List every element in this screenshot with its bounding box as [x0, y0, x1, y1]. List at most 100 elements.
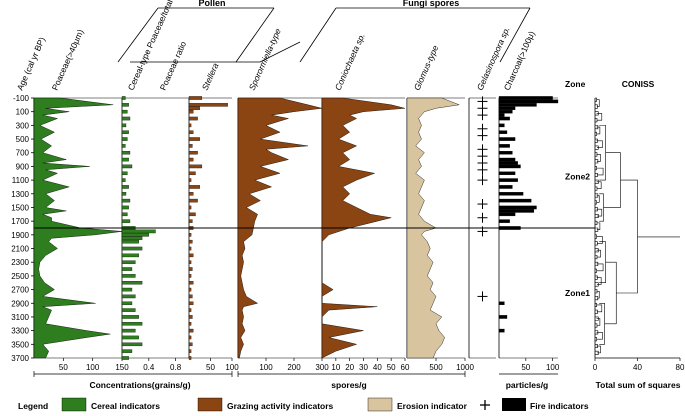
bar-mark [498, 113, 505, 117]
bar-mark [121, 328, 136, 333]
bar-mark [188, 130, 194, 134]
bar-mark [188, 315, 193, 319]
conc-unit-label: Concentrations(grains/g) [89, 380, 190, 390]
bar-mark [121, 212, 128, 217]
series-header: Glomus-type [412, 43, 441, 91]
bar-mark [121, 109, 128, 114]
bar-mark [121, 103, 129, 107]
coniss-tick-label: 80 [676, 363, 685, 372]
bar-mark [188, 205, 192, 210]
coniss-branch-link [596, 140, 603, 148]
bar-mark [498, 219, 510, 223]
age-tick-label: 100 [16, 108, 30, 117]
coniss-zone1-link [604, 261, 617, 325]
bar-mark [121, 229, 156, 234]
bar-mark [121, 260, 136, 264]
bar-mark [188, 192, 194, 196]
legend-swatch [197, 397, 223, 412]
bar-mark [188, 294, 193, 299]
bar-mark [121, 315, 139, 319]
age-tick-label: 1700 [11, 217, 29, 226]
bar-mark [121, 280, 143, 285]
bar-mark [121, 236, 143, 241]
bar-mark [498, 130, 508, 134]
bar-mark [498, 185, 513, 189]
bar-mark [121, 253, 139, 258]
bar-mark [121, 116, 131, 121]
age-tick-label: 1100 [12, 176, 30, 185]
bar-mark [121, 198, 131, 203]
coniss-leaf-link [595, 337, 597, 342]
x-tick-label: 100 [225, 363, 239, 372]
bar-mark [121, 144, 126, 148]
bar-mark [121, 294, 136, 299]
x-tick-label: 50 [59, 363, 68, 372]
x-tick-label: 100 [86, 363, 100, 372]
bar-mark [188, 212, 196, 217]
bar-mark [121, 233, 149, 237]
coniss-branch-link [596, 345, 601, 354]
bar-mark [498, 161, 518, 165]
bar-mark [188, 157, 194, 162]
bar-mark [188, 260, 192, 264]
bar-mark [188, 171, 196, 176]
x-tick-label: 30 [359, 363, 368, 372]
age-tick-label: -100 [13, 94, 30, 103]
age-tick-label: 700 [16, 149, 30, 158]
coniss-leaf-link [595, 131, 597, 136]
x-tick-label: 60 [401, 363, 410, 372]
spores-unit-label: spores/g [331, 380, 366, 390]
bar-mark [498, 209, 535, 213]
age-tick-label: 900 [16, 162, 30, 171]
bar-mark [188, 322, 192, 326]
coniss-branch-link [596, 167, 604, 176]
bar-mark [121, 301, 133, 306]
bar-mark [188, 335, 192, 340]
coniss-branch-link [596, 222, 601, 231]
legend-swatch [367, 397, 393, 412]
pollen-bracket [130, 41, 301, 63]
bar-mark [188, 198, 198, 203]
bar-mark [121, 178, 126, 182]
bar-mark [121, 219, 131, 223]
coniss-xlabel: Total sum of squares [596, 380, 681, 390]
bar-mark [121, 123, 127, 128]
series-header: Coniochaeta sp. [333, 32, 367, 92]
bar-mark [498, 106, 516, 111]
bar-mark [121, 287, 133, 292]
bar-mark [121, 349, 133, 353]
area-series [321, 97, 406, 359]
coniss-branch-link [596, 113, 603, 121]
age-tick-label: 300 [16, 121, 30, 130]
coniss-branch-link [596, 99, 600, 107]
age-tick-label: 2700 [11, 286, 29, 295]
bar-mark [121, 246, 143, 251]
bar-mark [188, 185, 200, 189]
bar-mark [188, 356, 192, 360]
bar-mark [188, 106, 200, 111]
coniss-title: CONISS [622, 79, 655, 89]
bar-mark [498, 205, 537, 210]
coniss-branch-link [596, 263, 604, 272]
x-tick-label: 100 [546, 363, 560, 372]
bar-mark [188, 349, 192, 353]
bar-mark [188, 164, 203, 169]
bar-mark [188, 96, 203, 100]
bar-mark [498, 164, 521, 169]
x-tick-label: 50 [521, 363, 530, 372]
legend-swatch [61, 397, 87, 412]
bar-mark [188, 280, 194, 285]
age-tick-label: 3500 [11, 340, 29, 349]
bar-mark [498, 178, 518, 182]
bar-mark [188, 109, 194, 114]
x-tick-label: 50 [206, 363, 215, 372]
coniss-branch-link [596, 126, 601, 135]
bar-mark [188, 342, 193, 347]
fungi-bracket-right [499, 7, 531, 63]
zone-label: Zone2 [565, 172, 590, 182]
bar-mark [188, 116, 198, 121]
x-tick-label: 500 [429, 363, 443, 372]
coniss-branch-link [596, 236, 603, 244]
x-tick-label: 150 [115, 363, 129, 372]
